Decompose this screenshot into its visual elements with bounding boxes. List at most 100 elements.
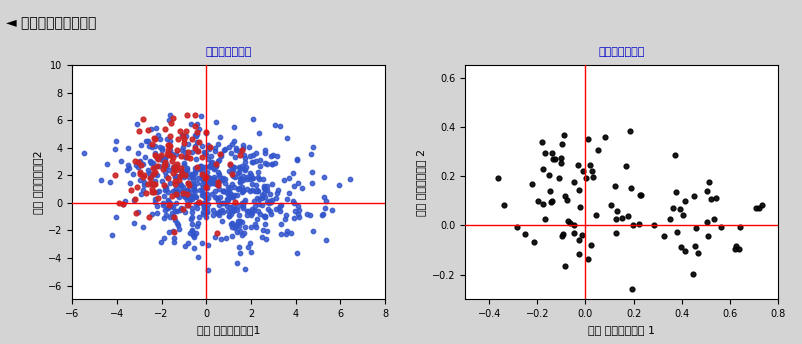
Point xyxy=(181,240,194,246)
Point xyxy=(320,237,333,243)
Point xyxy=(188,123,201,129)
Point xyxy=(130,162,143,168)
Point xyxy=(573,187,585,193)
Point xyxy=(159,156,172,162)
Point xyxy=(670,189,683,195)
Point xyxy=(167,164,180,170)
Point xyxy=(205,154,217,159)
Point xyxy=(226,164,239,169)
Point xyxy=(221,184,234,190)
Point xyxy=(219,176,232,181)
Point xyxy=(259,237,272,242)
Point xyxy=(233,148,245,153)
Point xyxy=(230,223,243,228)
Point xyxy=(131,184,144,190)
Point xyxy=(184,195,197,201)
Point xyxy=(184,230,196,236)
Point xyxy=(244,176,257,182)
Point xyxy=(201,157,214,162)
Point xyxy=(212,169,225,174)
Point xyxy=(317,211,330,216)
Point xyxy=(255,203,268,208)
Point xyxy=(193,126,206,131)
Point xyxy=(175,166,188,171)
Point xyxy=(678,198,691,203)
Point xyxy=(256,195,269,201)
Point xyxy=(246,175,259,181)
Point xyxy=(158,184,171,190)
Point xyxy=(568,222,581,228)
Point xyxy=(161,151,174,157)
Point xyxy=(623,128,636,133)
Point xyxy=(120,167,133,173)
Point xyxy=(539,217,552,222)
Point xyxy=(188,168,201,174)
Point xyxy=(226,170,239,175)
Point xyxy=(196,154,209,160)
Point xyxy=(543,173,556,178)
Point xyxy=(103,180,116,185)
Point xyxy=(179,173,192,178)
Point xyxy=(196,164,209,170)
Point xyxy=(663,217,676,222)
Point xyxy=(230,147,243,153)
Point xyxy=(145,126,158,131)
Point xyxy=(157,194,170,199)
Point xyxy=(122,162,135,168)
Point xyxy=(180,112,193,118)
Text: テキストの表示: テキストの表示 xyxy=(205,46,252,57)
Point xyxy=(498,203,511,208)
Point xyxy=(166,193,179,198)
Point xyxy=(202,174,215,180)
Point xyxy=(150,203,163,209)
Point xyxy=(191,223,204,228)
Point xyxy=(146,144,159,149)
Point xyxy=(238,168,251,173)
Point xyxy=(196,193,209,198)
Point xyxy=(170,201,183,206)
Point xyxy=(160,205,173,211)
Point xyxy=(222,192,235,197)
Point xyxy=(180,192,193,197)
Point xyxy=(181,149,194,154)
Point xyxy=(233,164,245,170)
Point xyxy=(269,195,282,200)
Point xyxy=(226,164,239,170)
Point xyxy=(190,157,203,162)
Point xyxy=(182,174,195,179)
Point xyxy=(556,233,569,239)
Point xyxy=(185,190,198,195)
Point xyxy=(156,157,168,162)
Point xyxy=(228,164,241,170)
Point xyxy=(197,209,210,214)
Point xyxy=(166,211,179,216)
Point xyxy=(148,199,161,204)
Point xyxy=(253,212,266,217)
Point xyxy=(669,152,682,158)
Text: テキストの表示: テキストの表示 xyxy=(598,46,645,57)
Point xyxy=(205,162,218,168)
X-axis label: 単語 特異ベクトル 1: 単語 特異ベクトル 1 xyxy=(588,324,655,335)
Point xyxy=(211,158,224,163)
Point xyxy=(253,196,265,201)
Point xyxy=(265,200,277,205)
Point xyxy=(204,164,217,170)
Point xyxy=(180,170,192,175)
Point xyxy=(237,146,250,151)
Point xyxy=(225,194,238,199)
Point xyxy=(201,175,214,181)
Point xyxy=(281,196,294,202)
Point xyxy=(537,201,549,206)
Point xyxy=(180,129,192,134)
Point xyxy=(532,198,545,203)
Point xyxy=(227,207,240,212)
Point xyxy=(171,193,184,198)
Point xyxy=(188,233,200,238)
Point xyxy=(190,139,203,144)
Point xyxy=(194,113,207,119)
Point xyxy=(168,182,181,187)
Point xyxy=(148,143,161,149)
Point xyxy=(212,180,225,186)
Point xyxy=(168,163,181,168)
Point xyxy=(318,206,331,211)
